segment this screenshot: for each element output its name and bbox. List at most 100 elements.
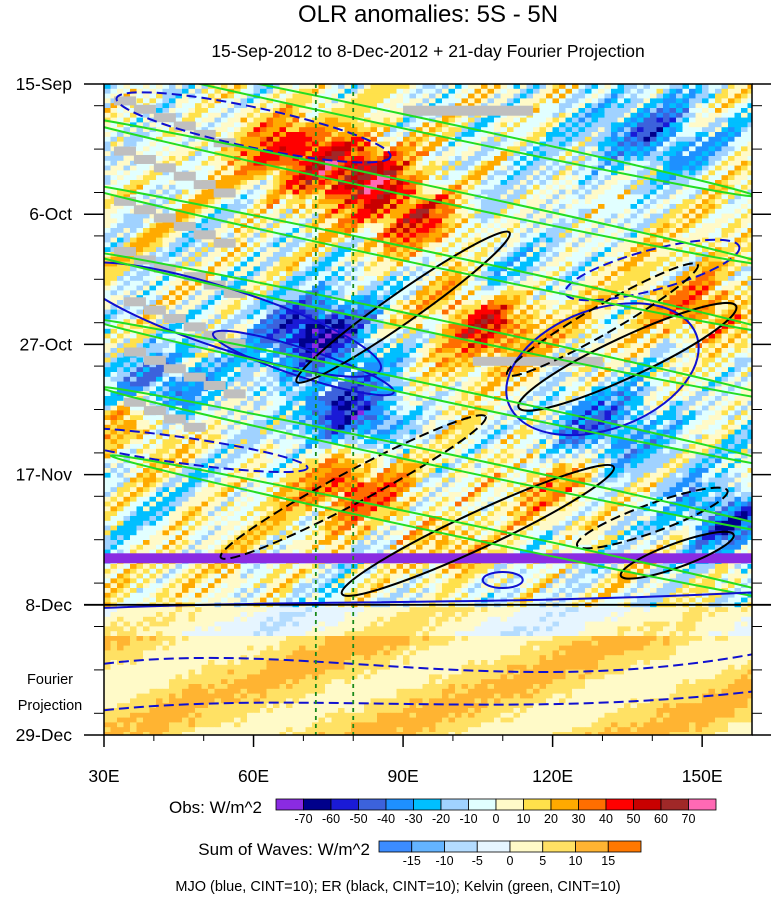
field-cell xyxy=(364,266,371,272)
field-cell xyxy=(611,93,618,99)
field-cell xyxy=(468,160,475,166)
field-cell xyxy=(175,136,183,142)
field-cell xyxy=(383,213,391,219)
field-cell xyxy=(136,319,144,325)
field-cell xyxy=(747,223,752,229)
field-cell xyxy=(721,242,729,248)
field-cell xyxy=(448,247,456,253)
field-cell xyxy=(676,112,683,118)
field-cell xyxy=(260,98,267,104)
field-cell xyxy=(721,84,729,90)
field-cell xyxy=(351,151,358,157)
field-cell xyxy=(650,184,657,190)
field-cell xyxy=(487,247,495,253)
field-cell xyxy=(643,223,651,229)
field-cell xyxy=(708,132,716,138)
field-cell xyxy=(409,88,417,94)
field-cell xyxy=(149,146,157,152)
field-cell xyxy=(409,98,417,104)
field-cell xyxy=(383,252,391,258)
field-cell xyxy=(585,93,592,99)
field-cell xyxy=(409,228,417,234)
field-cell xyxy=(643,180,651,186)
field-cell xyxy=(630,256,638,262)
field-cell xyxy=(221,199,228,205)
field-cell xyxy=(494,300,501,306)
field-cell xyxy=(708,309,716,315)
field-cell xyxy=(344,175,352,181)
field-cell xyxy=(149,232,157,238)
field-cell xyxy=(526,242,534,248)
field-cell xyxy=(442,218,449,224)
field-cell xyxy=(474,156,482,162)
field-cell xyxy=(526,304,534,310)
field-cell xyxy=(292,122,300,128)
field-cell xyxy=(481,184,488,190)
field-cell xyxy=(338,180,345,186)
field-cell xyxy=(630,184,638,190)
field-cell xyxy=(624,146,631,152)
field-cell xyxy=(377,247,384,253)
field-cell xyxy=(130,290,137,296)
field-cell xyxy=(312,223,319,229)
field-cell xyxy=(487,218,495,224)
field-cell xyxy=(364,232,371,238)
field-cell xyxy=(630,141,638,147)
field-cell xyxy=(221,160,228,166)
field-cell xyxy=(409,319,417,325)
field-cell xyxy=(351,276,358,282)
field-cell xyxy=(351,127,358,133)
field-cell xyxy=(143,189,150,195)
field-cell xyxy=(266,103,274,109)
field-cell xyxy=(422,304,430,310)
field-cell xyxy=(396,204,404,210)
field-cell xyxy=(357,237,365,243)
field-cell xyxy=(240,189,248,195)
field-cell xyxy=(214,184,222,190)
field-cell xyxy=(708,223,716,229)
field-cell xyxy=(182,136,189,142)
field-cell xyxy=(442,156,449,162)
field-cell xyxy=(474,228,482,234)
field-cell xyxy=(520,117,527,123)
field-cell xyxy=(351,261,358,267)
field-cell xyxy=(344,309,352,315)
field-cell xyxy=(390,88,397,94)
field-cell xyxy=(325,314,332,320)
field-cell xyxy=(604,146,612,152)
field-cell xyxy=(572,108,579,114)
field-cell xyxy=(162,175,170,181)
field-cell xyxy=(669,309,677,315)
field-cell xyxy=(143,199,150,205)
field-cell xyxy=(273,271,280,277)
field-cell xyxy=(182,88,189,94)
field-cell xyxy=(422,151,430,157)
field-cell xyxy=(286,170,293,176)
field-cell xyxy=(461,98,469,104)
field-cell xyxy=(741,247,748,253)
field-cell xyxy=(208,156,215,162)
field-cell xyxy=(487,223,495,229)
field-cell xyxy=(559,93,566,99)
field-cell xyxy=(578,141,586,147)
field-cell xyxy=(325,165,332,171)
field-cell xyxy=(565,194,573,200)
field-cell xyxy=(136,213,144,219)
field-cell xyxy=(338,204,345,210)
field-cell xyxy=(676,156,683,162)
field-cell xyxy=(715,213,722,219)
field-cell xyxy=(689,112,696,118)
field-cell xyxy=(741,256,748,262)
field-cell xyxy=(396,122,404,128)
field-cell xyxy=(559,112,566,118)
field-cell xyxy=(682,88,690,94)
field-cell xyxy=(682,141,690,147)
field-cell xyxy=(624,208,631,214)
field-cell xyxy=(338,261,345,267)
field-cell xyxy=(136,271,144,277)
field-cell xyxy=(669,98,677,104)
field-cell xyxy=(364,180,371,186)
field-cell xyxy=(676,285,683,291)
field-cell xyxy=(286,213,293,219)
field-cell xyxy=(689,247,696,253)
